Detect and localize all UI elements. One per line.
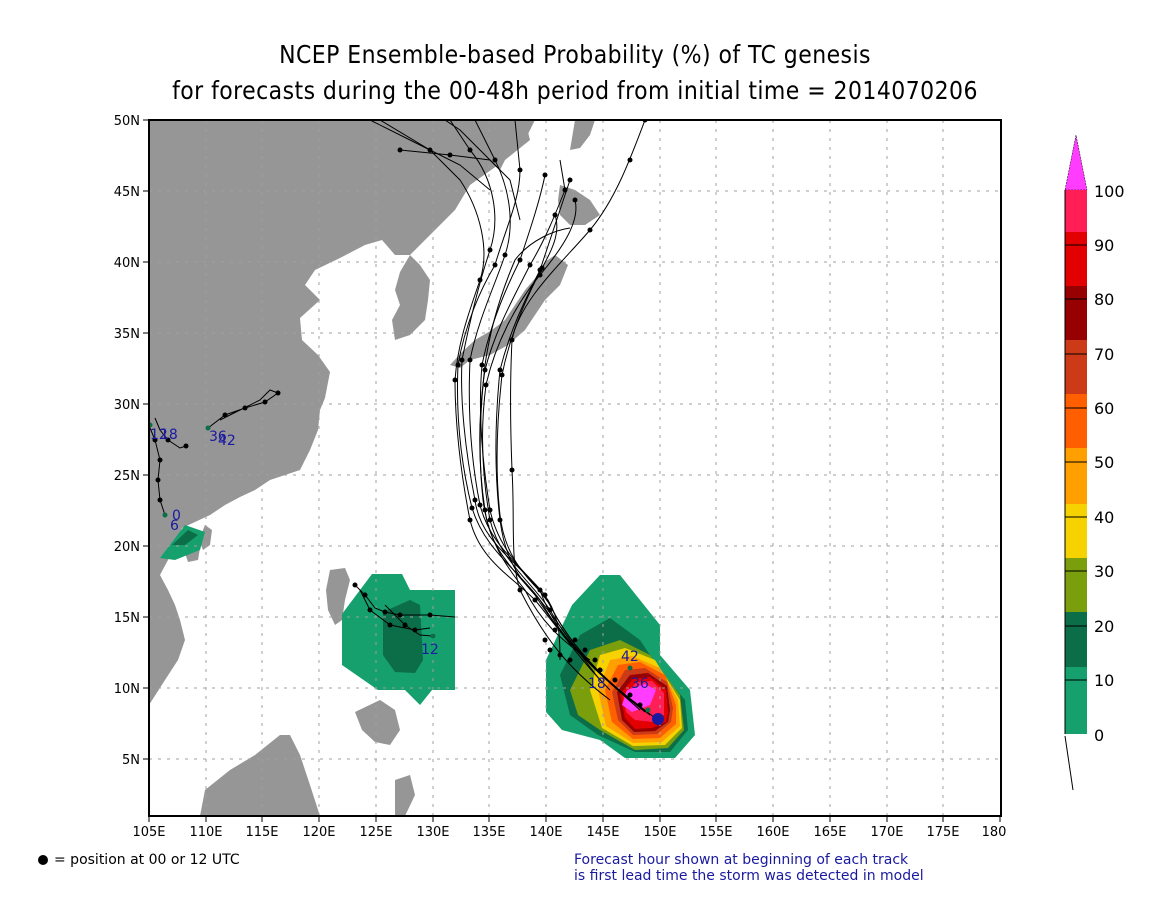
colorbar-label: 80 [1094, 290, 1114, 309]
track-label: 36 [209, 429, 227, 445]
track-label: 36 [631, 676, 649, 692]
lon-tick-label: 150E [643, 825, 676, 840]
lon-tick-label: 130E [416, 825, 449, 840]
colorbar-label: 0 [1094, 726, 1104, 745]
probability-area-tonkin [160, 525, 205, 560]
lon-tick-label: 135E [472, 825, 505, 840]
chart-subtitle: for forecasts during the 00-48h period f… [172, 76, 978, 105]
lat-tick-label: 5N [122, 753, 140, 768]
lat-tick-label: 45N [114, 185, 140, 200]
track-label: 18 [160, 427, 178, 443]
colorbar-label: 60 [1094, 399, 1114, 418]
x-axis: 105E 110E 115E 120E 125E 130E 135E 140E … [132, 816, 1006, 840]
lon-tick-label: 120E [302, 825, 335, 840]
track-label: 0 [172, 508, 181, 524]
track-label: 18 [588, 676, 606, 692]
lon-tick-label: 105E [132, 825, 165, 840]
lat-tick-label: 35N [114, 327, 140, 342]
position-dots [152, 120, 648, 708]
lon-tick-label: 140E [529, 825, 562, 840]
lon-tick-label: 145E [586, 825, 619, 840]
colorbar: 0 10 20 30 40 50 60 70 80 90 100 [1064, 134, 1125, 791]
position-dot-icon [38, 855, 48, 865]
lon-tick-label: 115E [245, 825, 278, 840]
lon-tick-label: 155E [699, 825, 732, 840]
note-line-2: is first lead time the storm was detecte… [574, 868, 924, 884]
lon-tick-label: 165E [813, 825, 846, 840]
colorbar-label: 90 [1094, 236, 1114, 255]
plot-frame [148, 119, 1002, 817]
lon-tick-label: 110E [189, 825, 222, 840]
colorbar-label: 20 [1094, 617, 1114, 636]
storm-center-marker [652, 713, 664, 725]
lon-tick-label: 180 [982, 825, 1007, 840]
track-label: 6 [170, 518, 179, 534]
lat-tick-label: 15N [114, 611, 140, 626]
colorbar-label: 10 [1094, 671, 1114, 690]
note-line-1: Forecast hour shown at beginning of each… [574, 852, 909, 868]
lon-tick-label: 175E [926, 825, 959, 840]
lat-tick-label: 20N [114, 540, 140, 555]
track-label: 42 [218, 433, 236, 449]
lat-tick-label: 25N [114, 469, 140, 484]
track-labels: 42 36 18 12 36 42 12 18 0 6 [150, 427, 649, 692]
position-legend: = position at 00 or 12 UTC [38, 852, 240, 868]
colorbar-label: 70 [1094, 345, 1114, 364]
probability-area-philippine-sea [342, 574, 455, 705]
grid [149, 120, 1001, 816]
lon-tick-label: 125E [359, 825, 392, 840]
chart-title: NCEP Ensemble-based Probability (%) of T… [279, 40, 871, 69]
track-label: 12 [421, 642, 439, 658]
position-legend-text: = position at 00 or 12 UTC [54, 852, 240, 868]
lon-tick-label: 160E [756, 825, 789, 840]
lat-tick-label: 10N [114, 682, 140, 697]
lat-tick-label: 50N [114, 114, 140, 129]
land [149, 120, 600, 816]
colorbar-label: 30 [1094, 562, 1114, 581]
colorbar-label: 50 [1094, 453, 1114, 472]
track-label: 42 [621, 649, 639, 665]
y-axis: 50N 45N 40N 35N 30N 25N 20N 15N 10N 5N [114, 114, 149, 768]
colorbar-label: 40 [1094, 508, 1114, 527]
lon-tick-label: 170E [870, 825, 903, 840]
track-label: 12 [150, 427, 168, 443]
lat-tick-label: 30N [114, 398, 140, 413]
lat-tick-label: 40N [114, 256, 140, 271]
forecast-hour-note: Forecast hour shown at beginning of each… [574, 852, 924, 884]
ensemble-tracks [149, 120, 656, 719]
colorbar-label: 100 [1094, 182, 1125, 201]
